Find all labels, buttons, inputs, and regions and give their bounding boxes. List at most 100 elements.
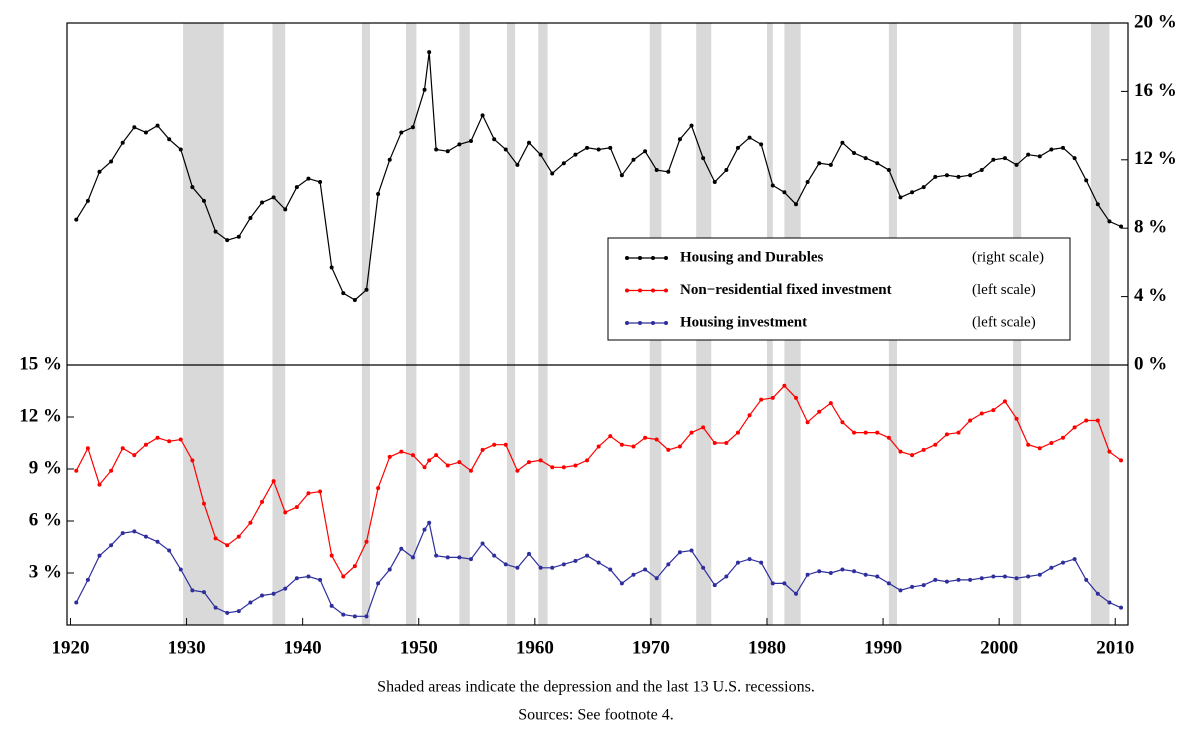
data-point (97, 553, 102, 558)
data-point (341, 574, 346, 579)
recession-shade (183, 23, 224, 625)
data-point (619, 173, 624, 178)
data-point (376, 581, 381, 586)
data-point (178, 147, 183, 152)
data-point (619, 442, 624, 447)
legend-label: Housing and Durables (680, 249, 824, 265)
data-point (85, 198, 90, 203)
data-point (190, 458, 195, 463)
data-point (283, 586, 288, 591)
data-point (794, 395, 799, 400)
data-point (828, 162, 833, 167)
data-point (434, 453, 439, 458)
data-point (585, 458, 590, 463)
data-point (503, 562, 508, 567)
data-point (677, 137, 682, 142)
data-point (527, 460, 532, 465)
data-point (921, 447, 926, 452)
x-tick-label: 1990 (864, 637, 902, 658)
data-point (190, 185, 195, 190)
data-point (1060, 435, 1065, 440)
data-point (213, 536, 218, 541)
data-point (701, 425, 706, 430)
data-point (898, 449, 903, 454)
data-point (933, 577, 938, 582)
data-point (956, 430, 961, 435)
data-point (735, 145, 740, 150)
data-point (167, 137, 172, 142)
recession-shade (538, 23, 548, 625)
data-point (1026, 442, 1031, 447)
data-point (329, 265, 334, 270)
data-point (190, 588, 195, 593)
data-point (921, 185, 926, 190)
data-point (561, 465, 566, 470)
data-point (492, 553, 497, 558)
legend-scale: (left scale) (972, 282, 1036, 298)
data-point (875, 430, 880, 435)
data-point (805, 572, 810, 577)
data-point (132, 453, 137, 458)
data-point (608, 567, 613, 572)
data-point (155, 123, 160, 128)
legend-dot (651, 321, 655, 325)
data-point (654, 437, 659, 442)
data-point (561, 161, 566, 166)
data-point (677, 550, 682, 555)
data-point (1107, 449, 1112, 454)
x-tick-label: 1950 (400, 637, 438, 658)
data-point (434, 553, 439, 558)
data-point (759, 560, 764, 565)
data-point (341, 612, 346, 617)
data-point (399, 449, 404, 454)
data-point (480, 541, 485, 546)
data-point (387, 157, 392, 162)
data-point (1095, 591, 1100, 596)
data-point (991, 408, 996, 413)
data-point (875, 574, 880, 579)
data-point (666, 562, 671, 567)
data-point (1014, 162, 1019, 167)
data-point (910, 190, 915, 195)
data-point (828, 401, 833, 406)
data-point (422, 527, 427, 532)
data-point (294, 185, 299, 190)
data-point (538, 458, 543, 463)
data-point (689, 123, 694, 128)
data-point (120, 140, 125, 145)
data-point (167, 439, 172, 444)
data-point (910, 453, 915, 458)
data-point (979, 168, 984, 173)
data-point (677, 444, 682, 449)
data-point (561, 562, 566, 567)
data-point (968, 173, 973, 178)
data-point (550, 565, 555, 570)
data-point (201, 590, 206, 595)
data-point (1002, 574, 1007, 579)
data-point (155, 435, 160, 440)
data-point (585, 145, 590, 150)
data-point (283, 510, 288, 515)
data-point (225, 610, 230, 615)
data-point (260, 200, 265, 205)
data-point (794, 591, 799, 596)
data-point (515, 565, 520, 570)
data-point (782, 581, 787, 586)
data-point (573, 558, 578, 563)
data-point (364, 287, 369, 292)
data-point (759, 397, 764, 402)
data-point (427, 520, 432, 525)
data-point (968, 418, 973, 423)
data-point (875, 161, 880, 166)
data-point (863, 572, 868, 577)
data-point (109, 468, 114, 473)
data-point (840, 140, 845, 145)
legend-label: Housing investment (680, 314, 807, 330)
data-point (1026, 574, 1031, 579)
data-point (643, 149, 648, 154)
legend-dot (625, 288, 629, 293)
data-point (921, 583, 926, 588)
series-line (75, 384, 1122, 578)
data-point (468, 557, 473, 562)
y-tick-label: 6 % (29, 509, 62, 530)
